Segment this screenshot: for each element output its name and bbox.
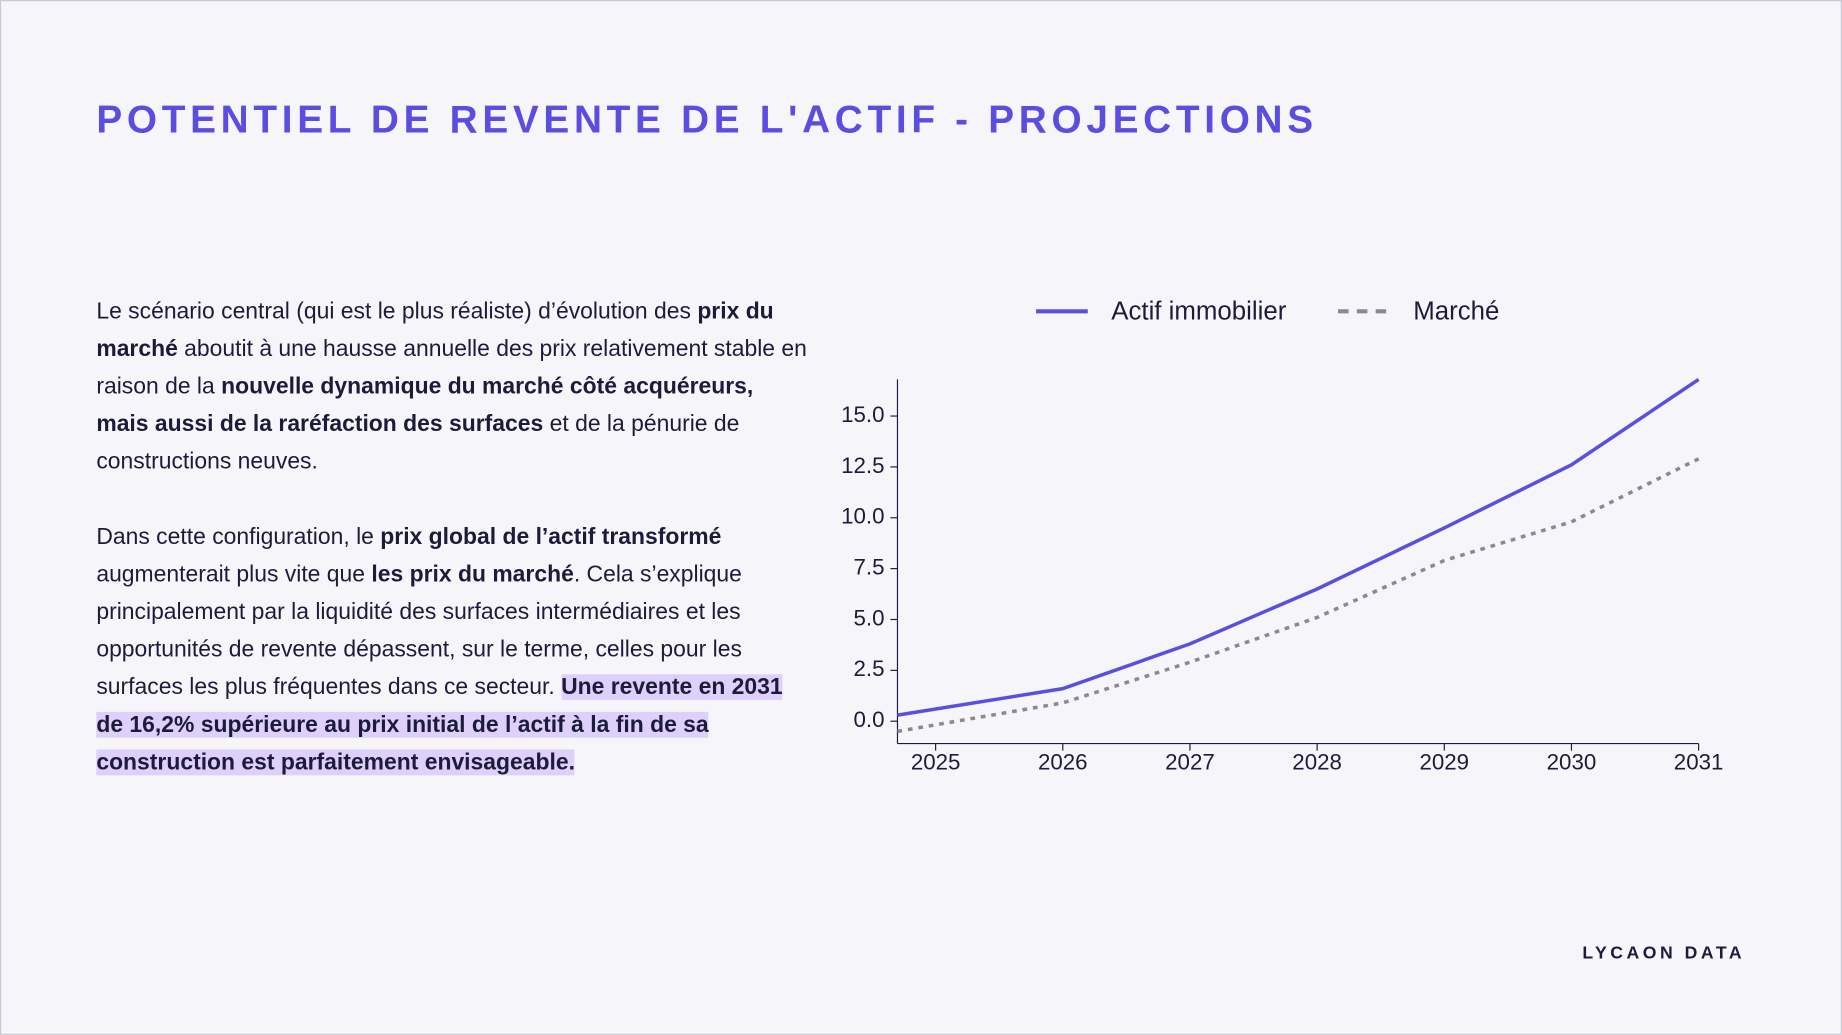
y-tick-label: 7.5	[854, 555, 885, 580]
paragraph: Le scénario central (qui est le plus réa…	[96, 293, 807, 481]
y-tick-label: 10.0	[841, 504, 884, 529]
text-run: augmenterait plus vite que	[96, 561, 372, 588]
y-tick-label: 5.0	[854, 605, 885, 630]
x-tick-label: 2029	[1419, 749, 1469, 774]
text-run: Le scénario central (qui est le plus réa…	[96, 298, 698, 325]
text-run: aboutit à une hausse annuelle des prix r…	[96, 335, 807, 400]
y-tick-label: 15.0	[841, 402, 884, 427]
series-line	[897, 377, 1700, 717]
x-tick-label: 2030	[1547, 749, 1597, 774]
brand-footer: LYCAON DATA	[1582, 943, 1746, 964]
body-text: Le scénario central (qui est le plus réa…	[96, 293, 807, 819]
x-tick-label: 2025	[911, 749, 961, 774]
paragraph: Dans cette configuration, le prix global…	[96, 518, 807, 781]
x-tick-label: 2028	[1292, 749, 1342, 774]
slide-title: POTENTIEL DE REVENTE DE L'ACTIF - PROJEC…	[96, 97, 1318, 141]
bold-run: les prix du marché	[371, 561, 574, 588]
legend-label: Marché	[1413, 297, 1499, 325]
bold-run: prix du marché	[96, 298, 774, 362]
text-run: Dans cette configuration, le	[96, 523, 381, 550]
x-tick-label: 2026	[1038, 749, 1088, 774]
series-line	[897, 457, 1700, 734]
bold-run: nouvelle dynamique du marché côté acquér…	[96, 373, 754, 437]
legend-label: Actif immobilier	[1111, 297, 1286, 325]
bold-run: prix global de l’actif transformé	[380, 523, 722, 550]
text-run: . Cela s’explique principalement par la …	[96, 561, 742, 701]
x-tick-label: 2027	[1165, 749, 1215, 774]
y-tick-label: 0.0	[854, 707, 885, 732]
x-tick-label: 2031	[1674, 749, 1724, 774]
y-tick-label: 2.5	[854, 656, 885, 681]
y-tick-label: 12.5	[841, 453, 884, 478]
text-run: et de la pénurie de constructions neuves…	[96, 411, 740, 475]
